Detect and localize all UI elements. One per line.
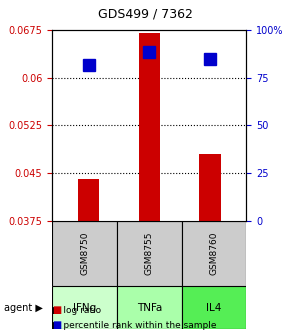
Bar [78, 179, 99, 220]
Text: ■: ■ [52, 320, 61, 330]
Text: IL4: IL4 [206, 302, 222, 312]
FancyBboxPatch shape [182, 220, 246, 286]
FancyBboxPatch shape [117, 286, 182, 329]
Text: agent ▶: agent ▶ [3, 302, 42, 312]
FancyBboxPatch shape [52, 220, 117, 286]
FancyBboxPatch shape [182, 286, 246, 329]
Text: GDS499 / 7362: GDS499 / 7362 [97, 7, 193, 20]
Text: TNFa: TNFa [137, 302, 162, 312]
Bar [139, 33, 160, 220]
FancyBboxPatch shape [117, 220, 182, 286]
Text: GSM8755: GSM8755 [145, 232, 154, 275]
FancyBboxPatch shape [52, 286, 117, 329]
Text: GSM8760: GSM8760 [210, 232, 219, 275]
Text: ■ percentile rank within the sample: ■ percentile rank within the sample [52, 321, 217, 330]
Bar [200, 154, 221, 220]
Text: GSM8750: GSM8750 [80, 232, 89, 275]
Text: ■: ■ [52, 305, 61, 315]
Text: IFNg: IFNg [73, 302, 96, 312]
Text: ■ log ratio: ■ log ratio [52, 306, 101, 315]
